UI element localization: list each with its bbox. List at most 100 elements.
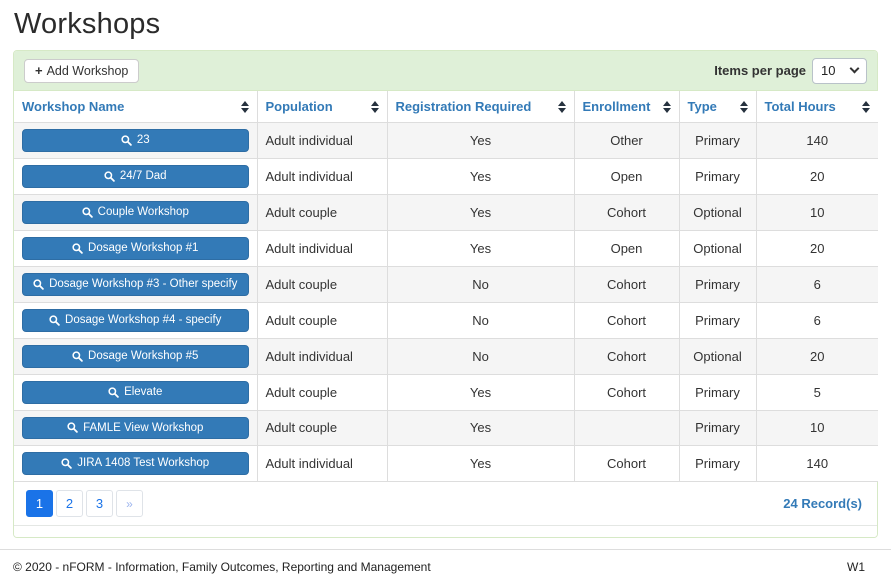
cell-type: Primary: [679, 302, 757, 339]
footer: © 2020 - nFORM - Information, Family Out…: [13, 550, 877, 574]
column-label: Workshop Name: [22, 99, 125, 114]
plus-icon: +: [35, 63, 43, 78]
workshop-link-button[interactable]: JIRA 1408 Test Workshop: [22, 452, 249, 476]
cell-population: Adult individual: [257, 445, 388, 483]
workshop-link-button[interactable]: 24/7 Dad: [22, 164, 249, 188]
cell-registration-required: Yes: [387, 445, 575, 483]
cell-population: Adult individual: [257, 338, 388, 375]
workshop-link-button[interactable]: Dosage Workshop #3 - Other specify: [22, 272, 249, 296]
cell-name: FAMLE View Workshop: [14, 410, 258, 447]
cell-type: Primary: [679, 266, 757, 303]
column-header-type[interactable]: Type: [679, 91, 757, 123]
cell-total-hours: 5: [756, 374, 878, 411]
workshop-name: 24/7 Dad: [119, 169, 167, 182]
cell-enrollment: Cohort: [574, 374, 680, 411]
cell-name: Couple Workshop: [14, 194, 258, 231]
column-label: Type: [687, 99, 717, 114]
sort-icon: [240, 100, 249, 113]
sort-icon: [662, 100, 671, 113]
table-body: 23 Adult individual Yes Other Primary 140 24/7…: [14, 122, 878, 483]
cell-enrollment: Cohort: [574, 445, 680, 483]
cell-total-hours: 6: [756, 302, 878, 339]
workshop-name: Dosage Workshop #5: [88, 349, 199, 362]
column-header-enrollment[interactable]: Enrollment: [574, 91, 680, 123]
search-icon: [67, 422, 78, 434]
search-icon: [33, 279, 44, 290]
workshop-link-button[interactable]: Elevate: [22, 380, 249, 404]
column-header-population[interactable]: Population: [257, 91, 388, 123]
cell-registration-required: Yes: [387, 158, 575, 195]
workshop-link-button[interactable]: Couple Workshop: [22, 200, 249, 224]
cell-enrollment: [574, 410, 680, 447]
cell-registration-required: No: [387, 266, 575, 303]
workshop-link-button[interactable]: Dosage Workshop #1: [22, 236, 249, 260]
cell-registration-required: Yes: [387, 230, 575, 267]
column-header-total_hours[interactable]: Total Hours: [756, 91, 878, 123]
workshop-name: Elevate: [124, 385, 163, 398]
chevron-down-icon: [849, 63, 860, 74]
sort-icon: [862, 100, 870, 113]
cell-type: Primary: [679, 158, 757, 195]
workshop-link-button[interactable]: 23: [22, 129, 249, 152]
table-row: FAMLE View Workshop Adult couple Yes Primar…: [14, 410, 878, 447]
add-workshop-button[interactable]: + Add Workshop: [24, 58, 140, 83]
cell-enrollment: Cohort: [574, 194, 680, 231]
search-icon: [104, 171, 115, 182]
cell-total-hours: 6: [756, 266, 878, 303]
workshop-name: Couple Workshop: [97, 205, 189, 218]
table-row: Couple Workshop Adult couple Yes Cohort Opti…: [14, 194, 878, 231]
cell-registration-required: No: [387, 302, 575, 339]
sort-icon: [557, 100, 566, 113]
cell-population: Adult couple: [257, 374, 388, 411]
workshop-name: Dosage Workshop #3 - Other specify: [49, 277, 238, 290]
search-icon: [72, 351, 83, 362]
table-row: Dosage Workshop #1 Adult individual Yes Ope…: [14, 230, 878, 267]
search-icon: [49, 315, 60, 326]
workshop-link-button[interactable]: Dosage Workshop #5: [22, 344, 249, 368]
cell-type: Primary: [679, 374, 757, 411]
pagination: 1 2 3»: [26, 490, 143, 518]
footer-version: W1: [847, 560, 865, 574]
cell-enrollment: Open: [574, 158, 680, 195]
workshops-panel: + Add Workshop Items per page 10 Worksho…: [13, 50, 878, 539]
cell-name: JIRA 1408 Test Workshop: [14, 445, 258, 483]
page-button-3[interactable]: 3: [86, 490, 113, 518]
column-label: Total Hours: [764, 99, 836, 114]
table-row: 24/7 Dad Adult individual Yes Open Primary 20: [14, 158, 878, 195]
sort-icon: [739, 100, 748, 113]
search-icon: [121, 135, 132, 146]
add-workshop-label: Add Workshop: [46, 63, 129, 78]
workshop-name: JIRA 1408 Test Workshop: [77, 457, 210, 470]
cell-total-hours: 140: [756, 445, 878, 483]
workshop-link-button[interactable]: FAMLE View Workshop: [22, 416, 249, 440]
cell-registration-required: Yes: [387, 410, 575, 447]
search-icon: [108, 386, 119, 398]
workshop-name: FAMLE View Workshop: [83, 421, 204, 434]
cell-type: Primary: [679, 410, 757, 447]
column-header-name[interactable]: Workshop Name: [14, 91, 258, 123]
cell-total-hours: 20: [756, 158, 878, 195]
cell-name: Dosage Workshop #5: [14, 338, 258, 375]
page-button-1[interactable]: 1: [26, 490, 53, 518]
cell-type: Primary: [679, 122, 757, 159]
cell-name: Dosage Workshop #4 - specify: [14, 302, 258, 339]
table-row: JIRA 1408 Test Workshop Adult individual Y…: [14, 445, 878, 483]
search-icon: [72, 243, 83, 254]
page-button-2[interactable]: 2: [56, 490, 83, 518]
page-button-next[interactable]: »: [116, 490, 143, 518]
panel-footer: [14, 525, 877, 538]
cell-name: Elevate: [14, 374, 258, 411]
cell-population: Adult couple: [257, 266, 388, 303]
column-header-registration_required[interactable]: Registration Required: [387, 91, 575, 123]
workshop-link-button[interactable]: Dosage Workshop #4 - specify: [22, 308, 249, 332]
items-per-page-label: Items per page: [714, 63, 806, 78]
page-title: Workshops: [14, 8, 161, 40]
cell-enrollment: Open: [574, 230, 680, 267]
records-count: 24 Record(s): [783, 496, 862, 512]
cell-enrollment: Cohort: [574, 338, 680, 375]
cell-registration-required: No: [387, 338, 575, 375]
column-label: Population: [265, 99, 333, 114]
cell-population: Adult couple: [257, 302, 388, 339]
items-per-page-select[interactable]: 10: [812, 57, 867, 84]
cell-registration-required: Yes: [387, 122, 575, 159]
